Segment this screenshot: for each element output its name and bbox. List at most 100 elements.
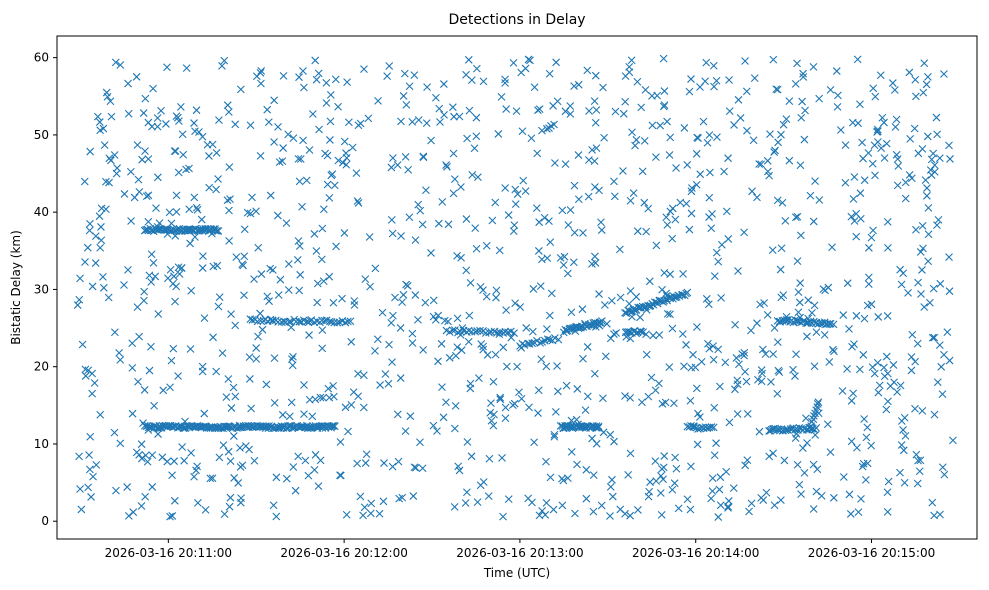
data-point [588,145,596,154]
data-point [472,132,481,141]
data-point [679,270,687,278]
data-point [669,294,677,303]
data-point [433,427,441,435]
data-point [509,58,518,67]
data-point [810,411,818,420]
data-point [813,465,822,474]
data-point [218,349,227,358]
data-point [99,273,107,281]
data-point [685,87,694,96]
data-point [115,349,124,357]
data-point [692,149,701,158]
data-point [77,505,86,514]
y-axis: 0 10 20 30 40 50 60 [34,51,57,528]
data-point [198,362,207,371]
data-point [276,275,285,284]
data-point [683,288,692,297]
data-point [404,165,413,174]
data-point [295,177,304,186]
data-point [809,505,818,513]
data-point [463,134,471,143]
data-point [419,152,428,161]
data-point [714,257,723,266]
data-point [534,247,543,255]
data-point [896,468,904,477]
data-point [294,237,303,245]
data-point [383,72,392,80]
data-point [502,362,511,371]
data-point [812,328,821,336]
data-point [215,116,223,124]
data-point [713,133,721,141]
data-point [166,265,175,274]
data-point [735,360,743,369]
data-point [414,200,423,209]
data-point [662,213,671,222]
data-point [652,153,660,162]
data-point [579,229,587,237]
data-point [600,133,609,142]
data-point [350,301,359,309]
data-point [540,213,549,222]
data-point [187,286,196,295]
data-point [907,174,916,183]
data-point [332,242,340,251]
data-point [741,461,750,470]
data-point [149,258,158,267]
data-point [658,285,666,294]
data-point [191,233,199,241]
data-point [492,286,501,295]
data-point [246,121,255,130]
data-point [660,269,669,277]
data-point [399,92,408,100]
data-point [680,362,688,371]
data-point [880,372,889,381]
data-point [890,378,898,387]
data-point [198,132,207,141]
data-point [590,369,599,378]
data-point [408,339,417,347]
data-point [384,379,393,388]
data-point [546,473,555,482]
x-tick-label-0: 2026-03-16 20:11:00 [105,546,232,560]
data-point [865,243,873,252]
data-point [825,320,834,328]
data-point [583,392,592,401]
data-point [471,224,480,233]
data-point [494,130,503,138]
data-point [454,328,462,337]
data-point [907,366,916,375]
data-point [252,355,261,363]
data-point [411,236,420,245]
data-point [305,395,314,404]
data-point [623,327,631,336]
data-point [200,314,209,322]
data-point [163,457,172,466]
data-point [448,326,457,335]
data-point [542,457,550,466]
data-point [589,471,598,479]
data-point [479,286,487,295]
data-point [190,472,198,481]
data-point [516,303,525,311]
data-point [96,410,105,419]
data-point [248,423,257,432]
data-point [473,498,482,506]
data-point [314,69,323,78]
data-point [900,478,909,487]
data-point [796,161,805,170]
data-point [863,423,872,432]
data-point [697,357,706,366]
data-point [707,423,716,431]
data-point [813,403,822,411]
data-point [846,510,855,518]
data-point [147,250,156,259]
data-point [847,212,856,221]
data-point [875,381,884,390]
data-point [330,181,339,190]
data-point [186,345,195,353]
data-point [264,118,273,127]
data-point [858,462,867,471]
data-point [796,231,805,240]
